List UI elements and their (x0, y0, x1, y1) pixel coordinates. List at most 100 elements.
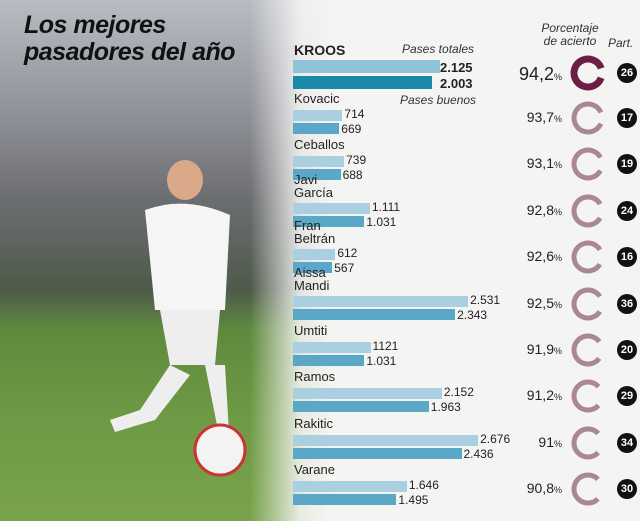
percent-sign: % (553, 160, 562, 171)
percent-sign: % (553, 392, 562, 403)
value-total: 1.111 (371, 199, 401, 214)
accuracy-arc (571, 472, 605, 506)
value-good: 2.003 (440, 76, 473, 91)
matches-badge: 17 (617, 108, 637, 128)
player-name: Aissa Mandi (294, 266, 354, 292)
bar-good (293, 308, 456, 320)
bar-good (293, 494, 397, 506)
value-total: 714 (344, 107, 365, 121)
percent-sign: % (553, 114, 562, 124)
accuracy-arc (571, 147, 605, 181)
bar-good (293, 169, 341, 181)
bar-total (293, 481, 407, 493)
accuracy-ring (570, 55, 606, 91)
value-total: 1.646 (408, 478, 439, 493)
accuracy-header-line1: Porcentaje (541, 21, 599, 35)
percent-sign: % (553, 485, 562, 496)
bar-total (293, 110, 343, 121)
player-name: KROOS (294, 42, 346, 58)
percent-sign: % (553, 72, 562, 82)
percent-sign: % (553, 206, 562, 217)
player-name-part: Beltrán (294, 231, 336, 247)
accuracy-value: 91,9% (526, 341, 562, 357)
accuracy-ring (571, 101, 605, 135)
title-line-1: Los mejores (24, 11, 166, 39)
accuracy-ring (571, 194, 605, 228)
accuracy-header-line2: de acierto (543, 34, 597, 48)
accuracy-value: 94,2% (518, 64, 562, 84)
value-good: 1.495 (398, 493, 429, 508)
matches-badge: 26 (617, 63, 637, 83)
bar-good (293, 262, 333, 274)
bar-good (293, 447, 462, 459)
matches-badge: 16 (617, 247, 637, 268)
bar-total (293, 388, 442, 400)
bar-total (293, 342, 371, 353)
accuracy-ring (571, 240, 605, 274)
accuracy-arc (571, 101, 605, 135)
value-good: 1.031 (366, 354, 397, 368)
matches-badge: 30 (617, 479, 637, 500)
bar-total (293, 434, 479, 446)
bar-good (293, 123, 340, 134)
matches-badge: 34 (617, 432, 637, 453)
accuracy-ring (571, 333, 605, 367)
accuracy-arc (571, 379, 605, 413)
player-name: Kovacic (294, 91, 340, 106)
value-total: 739 (346, 153, 367, 168)
player-name-part: Aissa (294, 264, 326, 280)
value-good: 2.343 (457, 307, 488, 322)
accuracy-ring (571, 379, 605, 413)
bar-total (293, 156, 345, 168)
bar-total (293, 60, 440, 73)
accuracy-value: 92,8% (526, 201, 562, 218)
accuracy-arc (571, 287, 605, 321)
player-name: Varane (294, 462, 335, 478)
player-name: Rakitic (294, 415, 334, 431)
accuracy-arc (571, 333, 605, 367)
matches-badge: 19 (617, 154, 637, 175)
accuracy-ring (571, 147, 605, 181)
player-name-part: Mandi (294, 277, 330, 293)
player-name: Javi García (294, 173, 354, 199)
accuracy-value: 93,7% (526, 109, 562, 125)
bar-good (293, 355, 365, 366)
value-total: 2.152 (443, 385, 474, 400)
matches-badge: 24 (617, 200, 637, 221)
player-name: Ceballos (294, 137, 345, 153)
player-name-part: Fran (294, 218, 321, 234)
matches-badge: 36 (617, 293, 637, 314)
value-total: 1121 (372, 339, 399, 353)
accuracy-value: 91,2% (526, 387, 562, 404)
accuracy-ring (571, 472, 605, 506)
accuracy-ring (571, 426, 605, 460)
percent-sign: % (553, 346, 562, 356)
value-good: 567 (334, 261, 355, 276)
player-name: Ramos (294, 369, 336, 385)
player-name: Umtiti (294, 323, 328, 338)
value-total: 2.676 (480, 431, 511, 446)
percent-sign: % (553, 299, 562, 310)
value-total: 2.125 (440, 60, 473, 75)
accuracy-arc (570, 55, 606, 91)
value-total: 2.531 (470, 292, 501, 307)
player-illustration (110, 160, 247, 477)
accuracy-arc (571, 426, 605, 460)
matches-header: Part. (608, 36, 634, 50)
matches-badge: 20 (617, 340, 637, 360)
player-name-part: Javi (294, 171, 318, 187)
accuracy-arc (571, 194, 605, 228)
accuracy-value: 91% (538, 433, 562, 450)
bar-total (293, 295, 469, 307)
value-total: 612 (337, 246, 358, 261)
accuracy-value: 93,1% (526, 155, 562, 172)
page-title: Los mejores pasadores del año (24, 11, 236, 66)
accuracy-value: 92,6% (526, 248, 562, 265)
bar-good (293, 76, 432, 89)
bar-total (293, 202, 370, 214)
accuracy-ring (571, 287, 605, 321)
bar-good (293, 215, 365, 227)
value-good: 1.963 (430, 400, 461, 415)
accuracy-value: 90,8% (526, 480, 562, 497)
legend-good: Pases buenos (400, 93, 477, 107)
